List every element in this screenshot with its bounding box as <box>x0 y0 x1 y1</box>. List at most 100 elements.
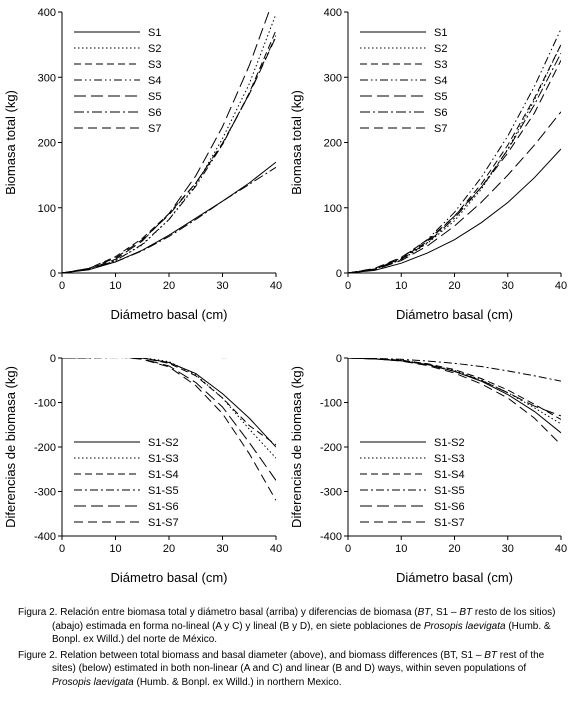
y-axis-label: Biomasa total (kg) <box>289 90 304 195</box>
series-line-s7 <box>62 36 276 273</box>
y-tick-label: 0 <box>50 353 56 365</box>
y-tick-label: 0 <box>336 268 342 280</box>
series-line-s6 <box>62 166 276 273</box>
y-tick-label: 300 <box>38 72 56 84</box>
caption-en-bt: BT <box>484 649 497 661</box>
y-axis-label: Diferencias de biomasa (kg) <box>289 366 304 528</box>
series-line-s1-s6 <box>62 358 276 481</box>
x-tick-label: 40 <box>270 280 282 292</box>
legend-label: S1-S5 <box>434 485 465 497</box>
series-line-s1-s6 <box>348 358 561 417</box>
y-axis-label: Diferencias de biomasa (kg) <box>3 366 18 528</box>
legend-label: S5 <box>148 91 161 103</box>
caption-es-text: Figura 2. Relación entre biomasa total y… <box>18 607 418 618</box>
series-line-s2 <box>62 13 276 273</box>
x-axis-label: Diámetro basal (cm) <box>110 307 227 322</box>
caption-es-bt: BT <box>459 607 473 618</box>
series-line-s1 <box>348 148 561 273</box>
series-line-s1-s5 <box>62 358 228 359</box>
caption-es-text: (Humb. & Bonpl. ex Willd.) del norte de … <box>52 620 551 646</box>
y-tick-label: -100 <box>320 398 342 410</box>
series-line-s1-s3 <box>62 358 276 459</box>
legend-label: S5 <box>434 91 447 103</box>
x-tick-label: 30 <box>216 280 228 292</box>
y-tick-label: -100 <box>34 398 56 410</box>
series-line-s3 <box>348 44 561 273</box>
legend-label: S1 <box>148 27 161 39</box>
series-line-s4 <box>62 35 276 273</box>
y-tick-label: 300 <box>324 72 342 84</box>
y-tick-label: -200 <box>320 442 342 454</box>
series-line-s5 <box>62 12 270 273</box>
x-tick-label: 30 <box>502 543 514 555</box>
series-line-s1-s7 <box>62 358 276 501</box>
x-tick-label: 20 <box>448 543 460 555</box>
x-tick-label: 10 <box>109 543 121 555</box>
x-tick-label: 40 <box>555 543 567 555</box>
legend-label: S6 <box>434 107 447 119</box>
legend-label: S1-S2 <box>434 437 465 449</box>
legend-label: S1-S7 <box>148 517 179 529</box>
y-tick-label: 200 <box>324 138 342 150</box>
series-line-s1 <box>62 161 276 273</box>
series-line-s5 <box>348 111 561 273</box>
legend-label: S6 <box>148 107 161 119</box>
legend-label: S1-S7 <box>434 517 465 529</box>
x-tick-label: 20 <box>163 543 175 555</box>
legend-label: S2 <box>148 43 161 55</box>
x-tick-label: 0 <box>59 280 65 292</box>
y-tick-label: -200 <box>34 442 56 454</box>
legend-label: S7 <box>434 123 447 135</box>
legend-label: S2 <box>434 43 447 55</box>
x-axis-label: Diámetro basal (cm) <box>396 307 513 322</box>
y-tick-label: 0 <box>336 353 342 365</box>
x-tick-label: 20 <box>448 280 460 292</box>
legend-label: S1-S6 <box>434 501 465 513</box>
series-line-s6 <box>348 52 561 273</box>
series-line-s1-s3 <box>348 358 561 425</box>
caption-es-bt: BT <box>417 607 431 618</box>
x-tick-label: 10 <box>109 280 121 292</box>
chart-panel-3: 0 10 20 30 40 0 -100 -200 -300 -400 Diámetro basal… <box>289 353 567 585</box>
legend-label: S1 <box>434 27 447 39</box>
y-tick-label: 100 <box>324 203 342 215</box>
x-tick-label: 10 <box>395 280 407 292</box>
series-line-s7 <box>348 60 561 273</box>
y-axis-label: Biomasa total (kg) <box>3 90 18 195</box>
legend-label: S7 <box>148 123 161 135</box>
legend-label: S1-S2 <box>148 437 179 449</box>
x-tick-label: 30 <box>216 543 228 555</box>
caption-en-text: Figure 2. Relation between total biomass… <box>18 649 485 661</box>
x-tick-label: 40 <box>555 280 567 292</box>
series-line-s1-s4 <box>348 358 561 420</box>
series-line-s1-s4 <box>62 358 276 446</box>
series-line-s1-s7 <box>348 358 561 446</box>
caption-en-text: rest of the sites) (below) estimated in … <box>52 649 545 675</box>
y-tick-label: -400 <box>34 531 56 543</box>
x-tick-label: 0 <box>345 280 351 292</box>
legend-label: S1-S3 <box>148 453 179 465</box>
legend-label: S1-S6 <box>148 501 179 513</box>
legend-label: S1-S5 <box>148 485 179 497</box>
legend-label: S1-S3 <box>434 453 465 465</box>
x-tick-label: 40 <box>270 543 282 555</box>
legend-label: S1-S4 <box>148 469 179 481</box>
y-tick-label: -300 <box>34 487 56 499</box>
caption-es-text: , S1 – <box>430 607 460 618</box>
x-tick-label: 0 <box>345 543 351 555</box>
y-tick-label: 200 <box>38 138 56 150</box>
x-tick-label: 30 <box>502 280 514 292</box>
x-axis-label: Diámetro basal (cm) <box>110 570 227 585</box>
series-line-s1-s5 <box>348 358 561 382</box>
legend-label: S1-S4 <box>434 469 465 481</box>
legend-label: S3 <box>434 59 447 71</box>
y-tick-label: 400 <box>324 7 342 19</box>
caption-en-text: (Humb. & Bonpl. ex Willd.) in northern M… <box>133 676 342 688</box>
x-tick-label: 20 <box>163 280 175 292</box>
y-tick-label: 0 <box>50 268 56 280</box>
x-tick-label: 0 <box>59 543 65 555</box>
caption-english: Figure 2. Relation between total biomass… <box>18 649 558 690</box>
